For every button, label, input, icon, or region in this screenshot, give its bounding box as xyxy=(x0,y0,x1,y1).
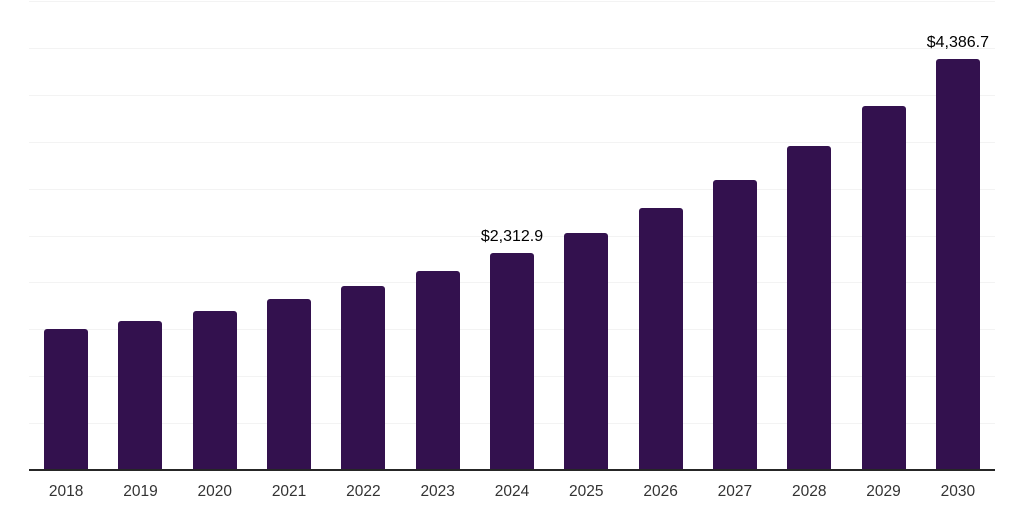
gridline xyxy=(29,94,995,96)
bar-2023 xyxy=(415,270,460,470)
x-tick-2021: 2021 xyxy=(271,483,307,500)
gridline xyxy=(29,141,995,143)
bar-2025 xyxy=(564,233,609,470)
bar-2030 xyxy=(935,58,980,470)
gridline xyxy=(29,235,995,237)
bar-2019 xyxy=(118,321,163,470)
bar-2021 xyxy=(267,299,312,470)
x-tick-2022: 2022 xyxy=(346,483,381,500)
x-tick-2030: 2030 xyxy=(940,483,976,500)
bar-2028 xyxy=(787,146,832,470)
bar-2024 xyxy=(490,253,534,470)
x-tick-2024: 2024 xyxy=(494,483,530,500)
x-tick-2019: 2019 xyxy=(123,483,158,500)
bar-2020 xyxy=(192,310,237,470)
data-label-2024: $2,312.9 xyxy=(480,228,544,246)
x-axis-line xyxy=(29,469,995,471)
gridline xyxy=(29,1,995,2)
x-tick-2029: 2029 xyxy=(866,483,901,500)
x-tick-2027: 2027 xyxy=(717,483,753,500)
data-label-2030: $4,386.7 xyxy=(926,33,989,51)
x-tick-2026: 2026 xyxy=(643,483,678,500)
x-tick-2018: 2018 xyxy=(48,483,84,500)
bar-2027 xyxy=(712,179,757,470)
gridline xyxy=(29,188,995,190)
x-tick-2020: 2020 xyxy=(197,483,232,500)
x-tick-2025: 2025 xyxy=(569,483,604,500)
gridline xyxy=(29,47,995,49)
bar-2022 xyxy=(341,286,386,470)
bar-2026 xyxy=(638,207,683,470)
x-tick-2028: 2028 xyxy=(791,483,827,500)
x-tick-2023: 2023 xyxy=(420,483,455,500)
bar-2029 xyxy=(861,105,906,470)
bar-2018 xyxy=(44,329,89,470)
